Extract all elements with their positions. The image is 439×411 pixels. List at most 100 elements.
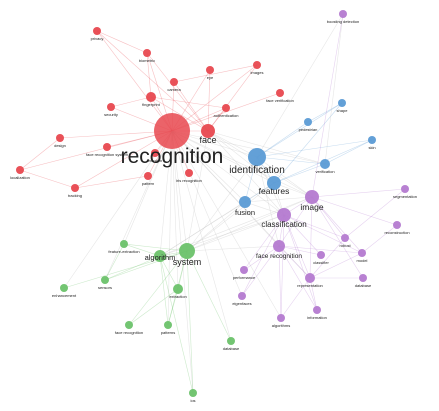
edge-algorithm-extraction	[159, 255, 179, 290]
node-label-pattern: pattern	[142, 181, 154, 186]
node-label-camera: camera	[167, 87, 181, 92]
node-boosting-detection[interactable]	[339, 10, 347, 18]
node-label-shape: shape	[337, 108, 349, 113]
edge-face-privacy	[96, 30, 209, 132]
edge-recognition-algorithm	[159, 130, 173, 257]
node-robust[interactable]	[341, 234, 349, 242]
node-fingerprint[interactable]	[146, 92, 156, 102]
node-label-feature-extraction: feature-extraction	[108, 249, 139, 254]
edge-system-sensors	[104, 250, 188, 281]
edge-face-eye	[207, 69, 211, 132]
node-image[interactable]	[305, 190, 319, 204]
node-representation[interactable]	[305, 273, 315, 283]
node-skin[interactable]	[368, 136, 376, 144]
node-gray-recognition[interactable]	[185, 169, 193, 177]
node-face-verification[interactable]	[276, 89, 284, 97]
node-privacy[interactable]	[93, 27, 101, 35]
edge-recognition-feature-extraction	[123, 130, 173, 245]
node-label-eigenfaces: eigenfaces	[232, 301, 251, 306]
edge-algorithm-patterns	[159, 255, 169, 326]
node-eigenfaces[interactable]	[238, 292, 246, 300]
edge-classification-model	[283, 214, 363, 254]
node-reconstruction[interactable]	[393, 221, 401, 229]
edge-algorithm-ios	[159, 255, 194, 394]
node-system[interactable]	[179, 243, 195, 259]
node-layer	[16, 10, 409, 397]
edge-recognition-face-recognition	[171, 130, 280, 247]
node-face-recognition-system[interactable]	[103, 143, 111, 151]
node-database[interactable]	[227, 337, 235, 345]
node-label-performance: performance	[233, 275, 256, 280]
edge-face-system	[186, 130, 209, 252]
edge-classification-information	[283, 214, 318, 311]
edge-identification-verification	[256, 156, 326, 165]
node-eye[interactable]	[206, 66, 214, 74]
node-recognition[interactable]	[154, 113, 190, 149]
edge-image-database-purple	[311, 196, 364, 279]
node-face[interactable]	[201, 124, 215, 138]
edge-extraction-patterns	[167, 288, 179, 326]
node-identification[interactable]	[248, 148, 266, 166]
edge-system-enhancement	[63, 250, 188, 289]
node-authentication[interactable]	[222, 104, 230, 112]
node-verification[interactable]	[320, 159, 330, 169]
node-classification[interactable]	[277, 208, 291, 222]
node-security[interactable]	[107, 103, 115, 111]
node-emotion[interactable]	[151, 149, 159, 157]
node-algorithm[interactable]	[154, 250, 166, 262]
node-label-eye: eye	[207, 75, 214, 80]
node-label-database-purple: database	[355, 283, 372, 288]
node-label-robust: robust	[339, 243, 351, 248]
edge-camera-images	[173, 64, 258, 83]
node-pattern[interactable]	[144, 172, 152, 180]
node-camera[interactable]	[170, 78, 178, 86]
node-label-representation: representation	[297, 283, 323, 288]
edge-classification-classifier	[283, 214, 322, 256]
node-label-ios: ios	[190, 398, 195, 403]
node-features[interactable]	[267, 176, 281, 190]
node-sensors[interactable]	[101, 276, 109, 284]
node-pedestrian-detection[interactable]	[304, 118, 312, 126]
edge-classification-representation	[283, 214, 311, 279]
node-shape[interactable]	[338, 99, 346, 107]
edge-image-representation	[309, 196, 313, 279]
node-algorithms[interactable]	[277, 314, 285, 322]
node-enhancement[interactable]	[60, 284, 68, 292]
edge-system-ios	[186, 250, 194, 394]
node-feature-extraction[interactable]	[120, 240, 128, 248]
node-ios[interactable]	[189, 389, 197, 397]
node-localization[interactable]	[16, 166, 24, 174]
node-label-boosting-detection: boosting detection	[327, 19, 359, 24]
node-information[interactable]	[313, 306, 321, 314]
edge-verification-skin	[324, 139, 373, 165]
node-images[interactable]	[253, 61, 261, 69]
node-face-detection[interactable]	[125, 321, 133, 329]
edge-identification-skin	[256, 139, 373, 158]
edge-recognition-verification	[171, 130, 326, 165]
node-database-purple[interactable]	[359, 274, 367, 282]
edge-face-fingerprint	[150, 96, 209, 132]
edge-fingerprint-authentication	[150, 96, 227, 109]
node-classifier[interactable]	[317, 251, 325, 259]
node-model[interactable]	[358, 249, 366, 257]
node-design[interactable]	[56, 134, 64, 142]
node-fusion[interactable]	[239, 196, 251, 208]
edge-boosting-detection-verification	[324, 13, 344, 165]
node-label-face-recognition-system: face recognition system	[86, 152, 129, 157]
edge-extraction-face-detection	[128, 288, 179, 326]
node-label-biometric: biometric	[139, 58, 155, 63]
node-label-extraction: extraction	[169, 294, 186, 299]
node-performance[interactable]	[240, 266, 248, 274]
node-patterns[interactable]	[164, 321, 172, 329]
node-label-algorithms: algorithms	[272, 323, 290, 328]
node-tracking[interactable]	[71, 184, 79, 192]
node-extraction[interactable]	[173, 284, 183, 294]
node-segmentation[interactable]	[401, 185, 409, 193]
edge-face-recognition-representation	[278, 245, 311, 279]
node-biometric[interactable]	[143, 49, 151, 57]
edge-system-image	[186, 196, 313, 252]
edge-recognition-sensors	[104, 130, 173, 281]
edge-recognition-features	[171, 130, 275, 184]
node-face-recognition[interactable]	[273, 240, 285, 252]
